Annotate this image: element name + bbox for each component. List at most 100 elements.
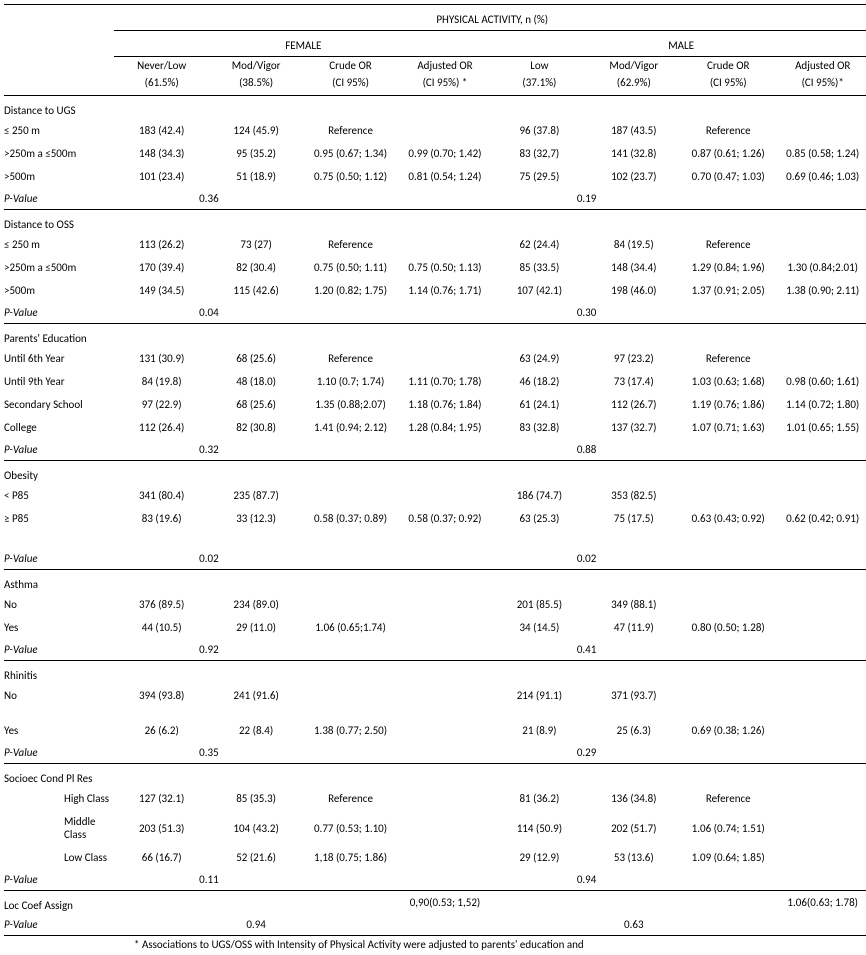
cell: 83 (32.8) bbox=[492, 416, 586, 439]
row-label: Until 9th Year bbox=[4, 370, 114, 393]
cell: 170 (39.4) bbox=[114, 256, 208, 279]
row-label: Low Class bbox=[4, 846, 114, 869]
cell: Reference bbox=[303, 347, 397, 370]
cell bbox=[398, 684, 492, 707]
section-title: Parents' Education bbox=[4, 324, 866, 348]
cell: 53 (13.6) bbox=[587, 846, 681, 869]
section-title: Socioec Cond Pl Res bbox=[4, 764, 866, 788]
cell: 33 (12.3) bbox=[209, 507, 303, 530]
cell: 115 (42.6) bbox=[209, 279, 303, 302]
cell bbox=[303, 484, 397, 507]
cell: 113 (26.2) bbox=[114, 233, 208, 256]
cell: 68 (25.6) bbox=[209, 347, 303, 370]
section-title: Rhinitis bbox=[4, 661, 866, 685]
cell bbox=[398, 719, 492, 742]
cell: 52 (21.6) bbox=[209, 846, 303, 869]
cell: 81 (36.2) bbox=[492, 787, 586, 810]
female-header: FEMALE bbox=[114, 31, 492, 57]
cell: 149 (34.5) bbox=[114, 279, 208, 302]
cell: 186 (74.7) bbox=[492, 484, 586, 507]
super-header: PHYSICAL ACTIVITY, n (%) bbox=[114, 5, 866, 31]
cell: 137 (32.7) bbox=[587, 416, 681, 439]
row-label: No bbox=[4, 684, 114, 707]
cell: 0.62 (0.42; 0.91) bbox=[775, 507, 866, 530]
cell: 198 (46.0) bbox=[587, 279, 681, 302]
pvalue-female: 0.92 bbox=[114, 639, 303, 661]
cell bbox=[398, 616, 492, 639]
cell: 63 (24.9) bbox=[492, 347, 586, 370]
pvalue-label: P-Value bbox=[4, 869, 114, 891]
cell: 234 (89.0) bbox=[209, 593, 303, 616]
cell: 1.10 (0.7; 1.74) bbox=[303, 370, 397, 393]
pvalue-label: P-Value bbox=[4, 639, 114, 661]
cell: 0.75 (0.50; 1.11) bbox=[303, 256, 397, 279]
col-f-4: Adjusted OR bbox=[398, 57, 492, 75]
pvalue-female: 0.35 bbox=[114, 742, 303, 764]
cell: 96 (37.8) bbox=[492, 119, 586, 142]
cell: 1.38 (0.77; 2.50) bbox=[303, 719, 397, 742]
physical-activity-table: PHYSICAL ACTIVITY, n (%) FEMALE MALE Nev… bbox=[4, 4, 866, 936]
cell bbox=[681, 684, 775, 707]
pvalue-male: 0.30 bbox=[492, 302, 681, 324]
pvalue-female: 0.02 bbox=[114, 548, 303, 570]
col-f-2b: (38.5%) bbox=[209, 74, 303, 96]
cell: 1.07 (0.71; 1.63) bbox=[681, 416, 775, 439]
cell: 68 (25.6) bbox=[209, 393, 303, 416]
cell: 1.37 (0.91; 2.05) bbox=[681, 279, 775, 302]
cell: 62 (24.4) bbox=[492, 233, 586, 256]
col-f-4b: (CI 95%) * bbox=[398, 74, 492, 96]
cell: Reference bbox=[303, 119, 397, 142]
row-label: >500m bbox=[4, 279, 114, 302]
section-title: Asthma bbox=[4, 570, 866, 594]
cell: 82 (30.4) bbox=[209, 256, 303, 279]
pvalue-female: 0.94 bbox=[209, 914, 303, 936]
row-label: Yes bbox=[4, 719, 114, 742]
cell: 104 (43.2) bbox=[209, 810, 303, 846]
cell: 1.28 (0.84; 1.95) bbox=[398, 416, 492, 439]
cell: 203 (51.3) bbox=[114, 810, 208, 846]
cell bbox=[398, 233, 492, 256]
section-title: Loc Coef Assign bbox=[4, 891, 114, 915]
cell bbox=[303, 593, 397, 616]
cell: 0.58 (0.37; 0.92) bbox=[398, 507, 492, 530]
cell: 0.69 (0.38; 1.26) bbox=[681, 719, 775, 742]
cell: 1.09 (0.64; 1.85) bbox=[681, 846, 775, 869]
cell: 66 (16.7) bbox=[114, 846, 208, 869]
cell: 25 (6.3) bbox=[587, 719, 681, 742]
cell: 1.06 (0.65;1.74) bbox=[303, 616, 397, 639]
cell: 95 (35.2) bbox=[209, 142, 303, 165]
cell: 201 (85.5) bbox=[492, 593, 586, 616]
cell: 22 (8.4) bbox=[209, 719, 303, 742]
pvalue-label: P-Value bbox=[4, 742, 114, 764]
cell: 0.58 (0.37; 0.89) bbox=[303, 507, 397, 530]
cell bbox=[775, 787, 866, 810]
cell bbox=[398, 810, 492, 846]
row-label: ≤ 250 m bbox=[4, 233, 114, 256]
cell: 101 (23.4) bbox=[114, 165, 208, 188]
pvalue-label: P-Value bbox=[4, 302, 114, 324]
cell bbox=[303, 684, 397, 707]
col-headers-2: (61.5%) (38.5%) (CI 95%) (CI 95%) * (37.… bbox=[4, 74, 866, 96]
cell: 51 (18.9) bbox=[209, 165, 303, 188]
col-headers-1: Never/Low Mod/Vigor Crude OR Adjusted OR… bbox=[4, 57, 866, 75]
cell: 1.41 (0.94; 2.12) bbox=[303, 416, 397, 439]
row-label: >250m a ≤500m bbox=[4, 256, 114, 279]
cell: 1.19 (0.76; 1.86) bbox=[681, 393, 775, 416]
cell bbox=[775, 347, 866, 370]
row-label: < P85 bbox=[4, 484, 114, 507]
cell: 83 (19.6) bbox=[114, 507, 208, 530]
cell bbox=[398, 119, 492, 142]
cell bbox=[681, 593, 775, 616]
section-title: Distance to UGS bbox=[4, 96, 866, 120]
cell: 214 (91.1) bbox=[492, 684, 586, 707]
cell: 1,18 (0.75; 1.86) bbox=[303, 846, 397, 869]
cell: 83 (32,7) bbox=[492, 142, 586, 165]
cell: 75 (17.5) bbox=[587, 507, 681, 530]
cell: Reference bbox=[681, 233, 775, 256]
cell: 0.95 (0.67; 1.34) bbox=[303, 142, 397, 165]
cell: 84 (19.5) bbox=[587, 233, 681, 256]
col-m-3: Crude OR bbox=[681, 57, 775, 75]
cell: 1.29 (0.84; 1.96) bbox=[681, 256, 775, 279]
row-label: No bbox=[4, 593, 114, 616]
col-m-3b: (CI 95%) bbox=[681, 74, 775, 96]
